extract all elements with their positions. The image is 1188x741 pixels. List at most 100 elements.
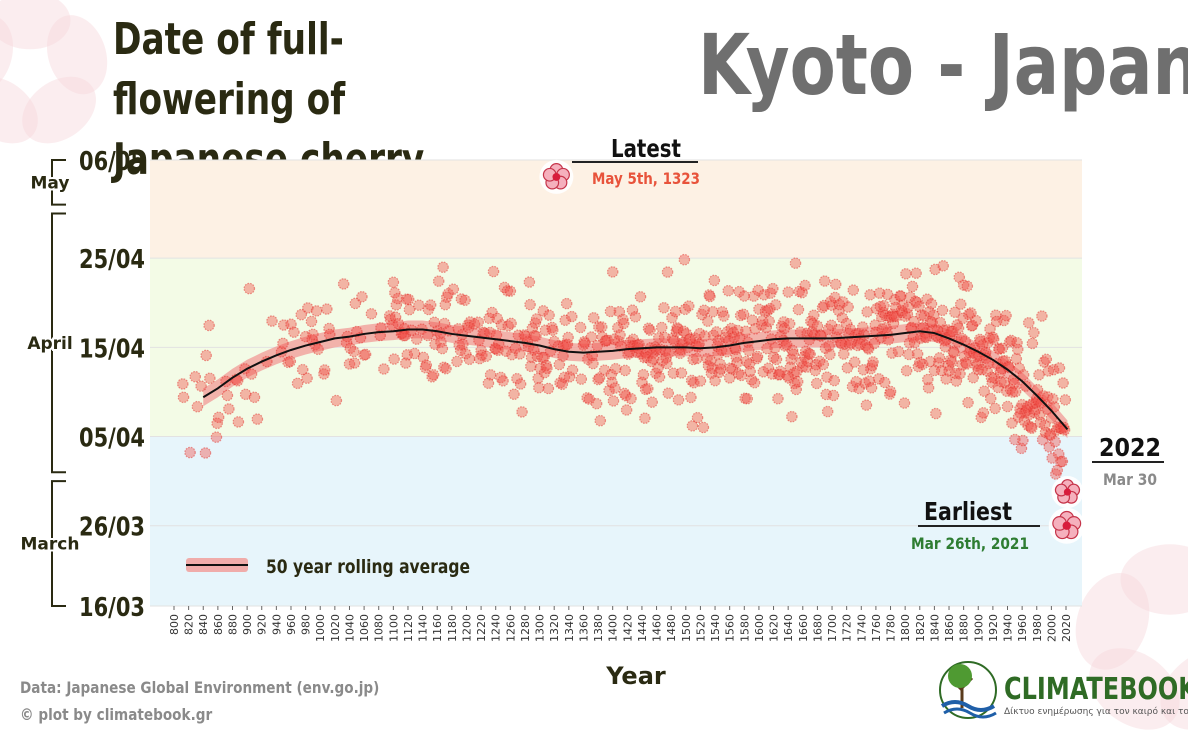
data-point xyxy=(301,372,313,385)
data-point xyxy=(908,315,920,328)
data-point xyxy=(509,342,522,355)
y-tick-label: 16/03 xyxy=(79,593,145,623)
data-point xyxy=(537,305,550,317)
data-point xyxy=(954,298,967,311)
data-point xyxy=(813,355,826,368)
data-point xyxy=(1049,435,1061,448)
data-point xyxy=(783,317,796,330)
data-point xyxy=(459,294,471,307)
data-point xyxy=(337,278,350,290)
data-point xyxy=(389,311,402,323)
data-point xyxy=(1009,385,1022,398)
data-point xyxy=(655,321,668,334)
data-point xyxy=(860,399,873,411)
data-point xyxy=(685,391,697,404)
data-point xyxy=(911,348,924,360)
data-point xyxy=(609,362,622,375)
data-point xyxy=(1026,337,1039,350)
x-tick-label: 1440 xyxy=(636,614,649,642)
background-petal xyxy=(0,76,38,144)
data-point xyxy=(1036,310,1048,322)
data-point xyxy=(472,316,484,328)
data-point xyxy=(1005,334,1017,347)
logo-wave-1 xyxy=(940,700,996,712)
x-tick-label: 1620 xyxy=(768,614,781,642)
data-point xyxy=(598,364,611,377)
data-point xyxy=(742,344,755,357)
data-point xyxy=(957,312,969,325)
data-point xyxy=(658,301,670,314)
data-point xyxy=(733,285,745,298)
x-tick-label: 1680 xyxy=(811,614,824,642)
data-point xyxy=(778,322,791,335)
data-point xyxy=(296,363,309,376)
logo-wave-2 xyxy=(943,707,997,719)
data-point xyxy=(781,369,794,382)
data-point xyxy=(667,367,680,380)
data-point xyxy=(728,331,740,344)
data-point xyxy=(223,403,235,415)
data-point xyxy=(922,373,934,386)
data-point xyxy=(606,266,619,278)
y-tick-label: 06/05 xyxy=(79,147,145,177)
data-point xyxy=(1017,369,1030,381)
data-point xyxy=(824,348,836,361)
data-point xyxy=(825,319,838,332)
data-point xyxy=(873,373,885,385)
x-tick-label: 1600 xyxy=(753,614,766,642)
data-point xyxy=(487,265,500,278)
data-point xyxy=(559,314,571,327)
data-point xyxy=(437,261,449,274)
data-point xyxy=(177,391,190,404)
data-point xyxy=(923,305,936,318)
data-point xyxy=(762,362,775,374)
data-point xyxy=(457,338,469,351)
data-point xyxy=(492,338,505,350)
data-point xyxy=(477,326,490,339)
data-point xyxy=(782,286,794,298)
data-point xyxy=(995,375,1007,388)
data-point xyxy=(764,302,776,315)
x-tick-label: 1140 xyxy=(417,614,430,642)
data-point xyxy=(878,299,890,312)
year-2022-blossom-icon xyxy=(1051,476,1084,509)
data-point xyxy=(497,375,509,387)
zone-may xyxy=(150,160,1082,259)
data-point xyxy=(266,315,278,327)
x-tick-label: 1800 xyxy=(899,614,912,642)
data-point xyxy=(987,333,1000,346)
data-point xyxy=(590,397,603,410)
data-point xyxy=(284,355,297,368)
data-point xyxy=(291,377,304,390)
data-point xyxy=(863,375,876,387)
x-tick-label: 1220 xyxy=(475,614,488,642)
data-point xyxy=(652,332,665,344)
data-point xyxy=(243,282,256,295)
data-point xyxy=(899,310,911,322)
data-point xyxy=(592,321,605,333)
blossom-center xyxy=(552,173,561,181)
data-point xyxy=(741,392,754,405)
data-point xyxy=(952,322,965,334)
latest-blossom-icon xyxy=(539,159,574,194)
data-point xyxy=(400,293,413,306)
month-bracket xyxy=(51,480,66,607)
data-point xyxy=(946,325,959,338)
data-point xyxy=(748,376,761,389)
data-point xyxy=(454,344,467,357)
x-tick-label: 1080 xyxy=(373,614,386,642)
x-tick-label: 1180 xyxy=(446,614,459,642)
data-point xyxy=(837,348,850,360)
y-tick-label: 05/04 xyxy=(79,424,145,454)
data-point xyxy=(191,400,204,413)
rolling-average-line xyxy=(202,328,1069,431)
data-point xyxy=(811,320,824,332)
data-point xyxy=(972,364,985,376)
x-tick-label: 1000 xyxy=(314,614,327,642)
earliest-label: Earliest xyxy=(924,497,1012,526)
data-point xyxy=(614,329,626,341)
x-tick-label: 1520 xyxy=(694,614,707,642)
data-point xyxy=(442,287,454,300)
data-point xyxy=(514,378,527,390)
